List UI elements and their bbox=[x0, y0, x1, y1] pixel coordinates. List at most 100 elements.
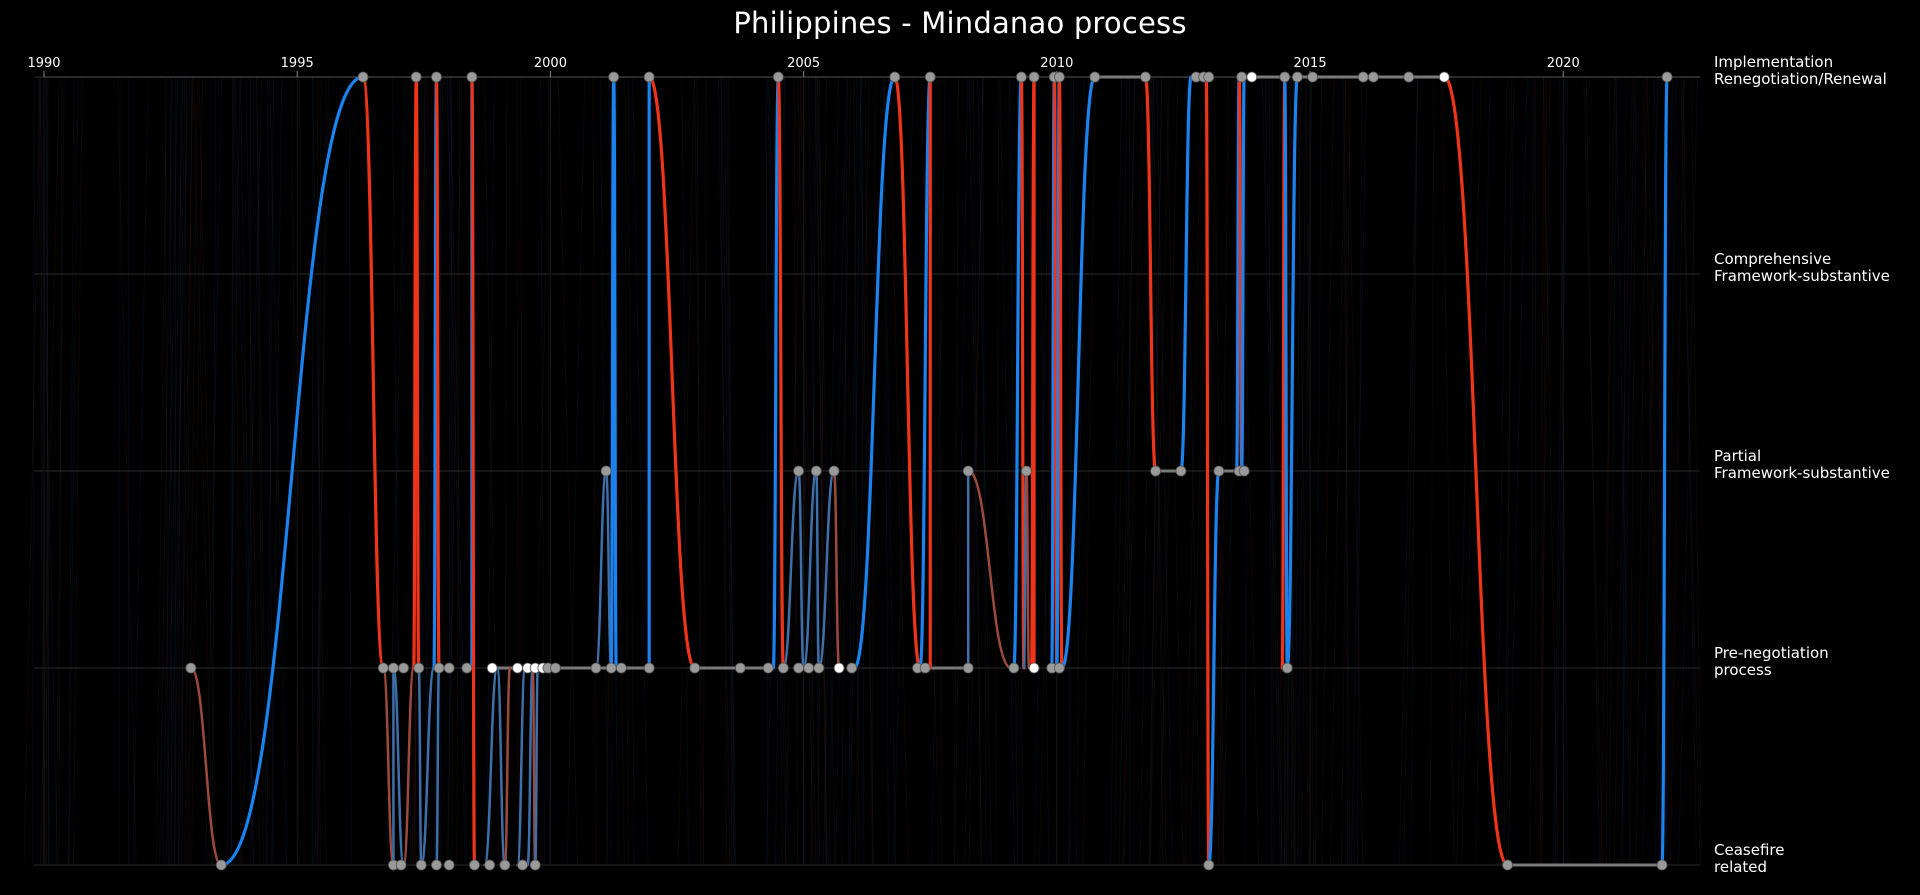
grid-lines bbox=[34, 76, 1700, 866]
transition-curve bbox=[771, 75, 780, 670]
transition-curve bbox=[219, 75, 365, 867]
transition-curve bbox=[533, 666, 540, 867]
transition-curves bbox=[189, 75, 1669, 867]
event-node bbox=[512, 662, 523, 674]
event-node bbox=[734, 662, 746, 674]
event-node bbox=[1291, 71, 1303, 83]
transition-curve bbox=[414, 75, 421, 670]
transition-curve bbox=[647, 75, 697, 670]
transition-curve bbox=[612, 75, 618, 670]
event-node bbox=[388, 662, 399, 674]
x-tick-label: 2010 bbox=[1040, 56, 1073, 71]
transition-curve bbox=[1143, 75, 1158, 473]
event-node bbox=[1203, 859, 1215, 871]
event-node bbox=[600, 465, 612, 477]
event-node bbox=[1008, 662, 1020, 674]
event-node bbox=[962, 465, 974, 477]
transition-curve bbox=[420, 666, 436, 867]
event-node bbox=[924, 71, 936, 83]
event-node bbox=[1367, 71, 1379, 83]
transition-curve bbox=[1060, 75, 1097, 670]
event-node bbox=[643, 71, 655, 83]
event-node bbox=[466, 71, 478, 83]
event-node bbox=[689, 662, 701, 674]
event-node bbox=[443, 859, 455, 871]
event-node bbox=[810, 465, 822, 477]
x-tick-label: 2015 bbox=[1294, 56, 1327, 71]
event-node bbox=[433, 662, 445, 674]
event-node bbox=[772, 71, 784, 83]
event-node bbox=[1053, 71, 1065, 83]
event-node bbox=[1089, 71, 1101, 83]
transition-curve bbox=[516, 666, 527, 867]
transition-curve bbox=[1204, 75, 1211, 867]
x-tick-label: 1995 bbox=[281, 56, 314, 71]
chart-title: Philippines - Mindanao process bbox=[733, 6, 1187, 40]
event-node bbox=[803, 662, 815, 674]
event-node bbox=[1213, 465, 1225, 477]
transition-curve bbox=[417, 666, 423, 867]
transition-curve bbox=[434, 75, 441, 670]
transition-curve bbox=[1285, 75, 1299, 670]
event-node bbox=[215, 859, 227, 871]
event-node bbox=[1502, 859, 1513, 871]
event-node bbox=[431, 71, 442, 83]
event-node bbox=[398, 662, 409, 674]
event-node bbox=[550, 662, 561, 674]
event-node bbox=[1281, 662, 1293, 674]
transition-curve bbox=[782, 469, 800, 670]
transition-curve bbox=[918, 75, 932, 670]
event-node bbox=[762, 662, 774, 674]
background-trace bbox=[32, 76, 35, 866]
event-node bbox=[1656, 859, 1668, 871]
event-node bbox=[1053, 662, 1065, 674]
transition-curve bbox=[402, 666, 415, 867]
event-node bbox=[461, 662, 473, 674]
event-node bbox=[828, 465, 840, 477]
event-node bbox=[415, 859, 427, 871]
event-node bbox=[793, 662, 804, 674]
stage-label: Partial Framework-substantive bbox=[1714, 447, 1890, 482]
transition-curve bbox=[435, 666, 441, 867]
transition-curve bbox=[817, 469, 836, 670]
event-node bbox=[1238, 465, 1250, 477]
transition-curve bbox=[893, 75, 922, 670]
event-node bbox=[185, 662, 197, 674]
transition-curve bbox=[815, 469, 821, 670]
transition-curve bbox=[1025, 469, 1031, 670]
event-node bbox=[813, 662, 825, 674]
event-node bbox=[1203, 71, 1215, 83]
transition-curve bbox=[776, 75, 785, 670]
transition-curve bbox=[503, 666, 512, 867]
event-node bbox=[1661, 71, 1673, 83]
event-node bbox=[793, 465, 804, 477]
event-node bbox=[608, 71, 620, 83]
event-node bbox=[499, 859, 511, 871]
event-node bbox=[919, 662, 931, 674]
transition-curve bbox=[852, 75, 897, 670]
transition-curve bbox=[1240, 75, 1246, 473]
x-axis: 1990 1995 2000 2005 2010 2015 2020 bbox=[27, 56, 1700, 78]
event-node bbox=[1307, 71, 1318, 83]
event-node bbox=[1028, 662, 1040, 674]
transition-curve bbox=[189, 666, 223, 867]
event-node bbox=[410, 71, 422, 83]
transition-curve bbox=[832, 469, 841, 670]
event-node bbox=[486, 662, 498, 674]
transition-curve bbox=[483, 666, 499, 867]
event-node bbox=[431, 859, 442, 871]
event-node bbox=[1140, 71, 1151, 83]
event-node bbox=[962, 662, 974, 674]
transition-curve bbox=[594, 469, 608, 670]
event-node bbox=[469, 859, 480, 871]
transition-curve bbox=[1012, 75, 1023, 670]
transition-curve bbox=[966, 469, 1013, 670]
event-node bbox=[377, 662, 389, 674]
event-node bbox=[1403, 71, 1415, 83]
event-node bbox=[1150, 465, 1161, 477]
x-tick-label: 2000 bbox=[534, 56, 567, 71]
event-node bbox=[846, 662, 858, 674]
event-node bbox=[889, 71, 901, 83]
event-node bbox=[1246, 71, 1258, 83]
